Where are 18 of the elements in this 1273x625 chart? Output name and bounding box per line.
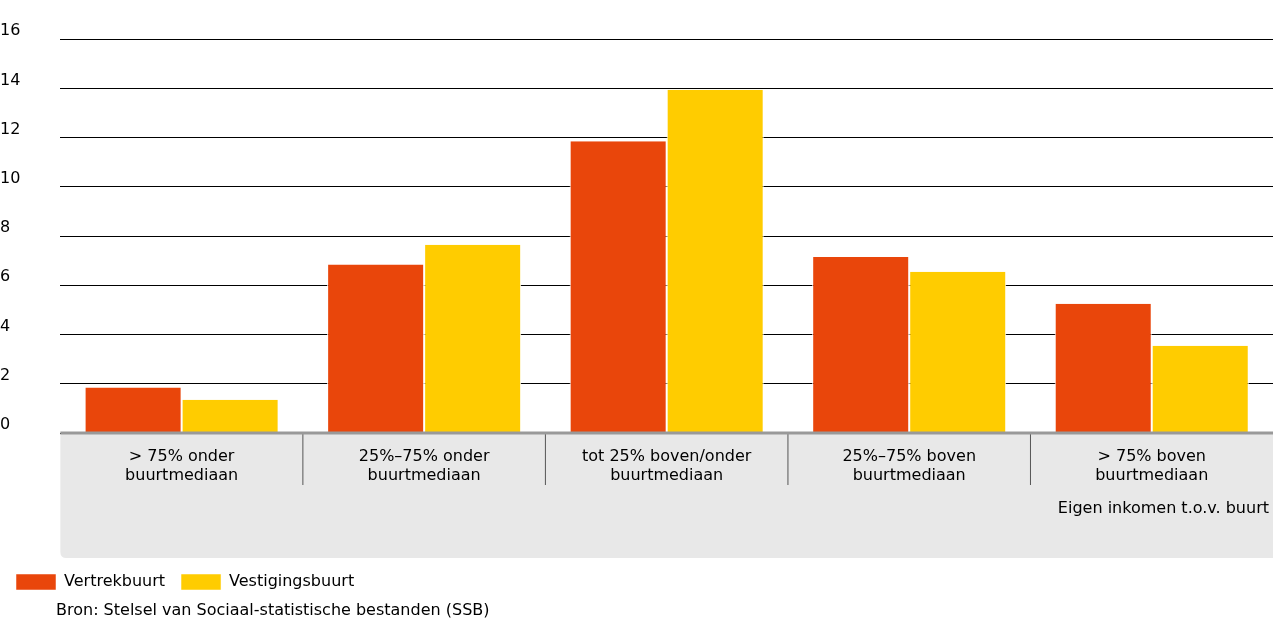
- x-tick-label: > 75% boven buurtmediaan: [1095, 445, 1209, 484]
- x-tick-label: 25%–75% onder buurtmediaan: [358, 445, 490, 484]
- legend-label: Vertrekbuurt: [64, 571, 166, 591]
- y-tick-label: 4: [0, 315, 11, 335]
- y-tick-label: 8: [0, 217, 11, 237]
- y-tick-label: 12: [0, 118, 21, 138]
- text: Bron: Stelsel van Sociaal-statistische bestanden (SSB): [55, 600, 491, 619]
- y-tick-label: 14: [0, 69, 21, 89]
- x-tick-label: 25%–75% boven buurtmediaan: [842, 445, 977, 484]
- y-tick-label: 6: [0, 266, 11, 286]
- x-axis-title: Eigen inkomen t.o.v. buurt: [1057, 498, 1269, 518]
- y-tick-label: 2: [0, 364, 11, 384]
- y-tick-label: 16: [0, 20, 21, 40]
- y-tick-label: 0: [0, 414, 11, 434]
- y-tick-label: 10: [0, 168, 21, 188]
- legend-label: Vestigingsbuurt: [229, 571, 355, 591]
- x-tick-label: > 75% onder buurtmediaan: [125, 445, 239, 484]
- x-tick-label: tot 25% boven/onder buurtmediaan: [581, 445, 752, 484]
